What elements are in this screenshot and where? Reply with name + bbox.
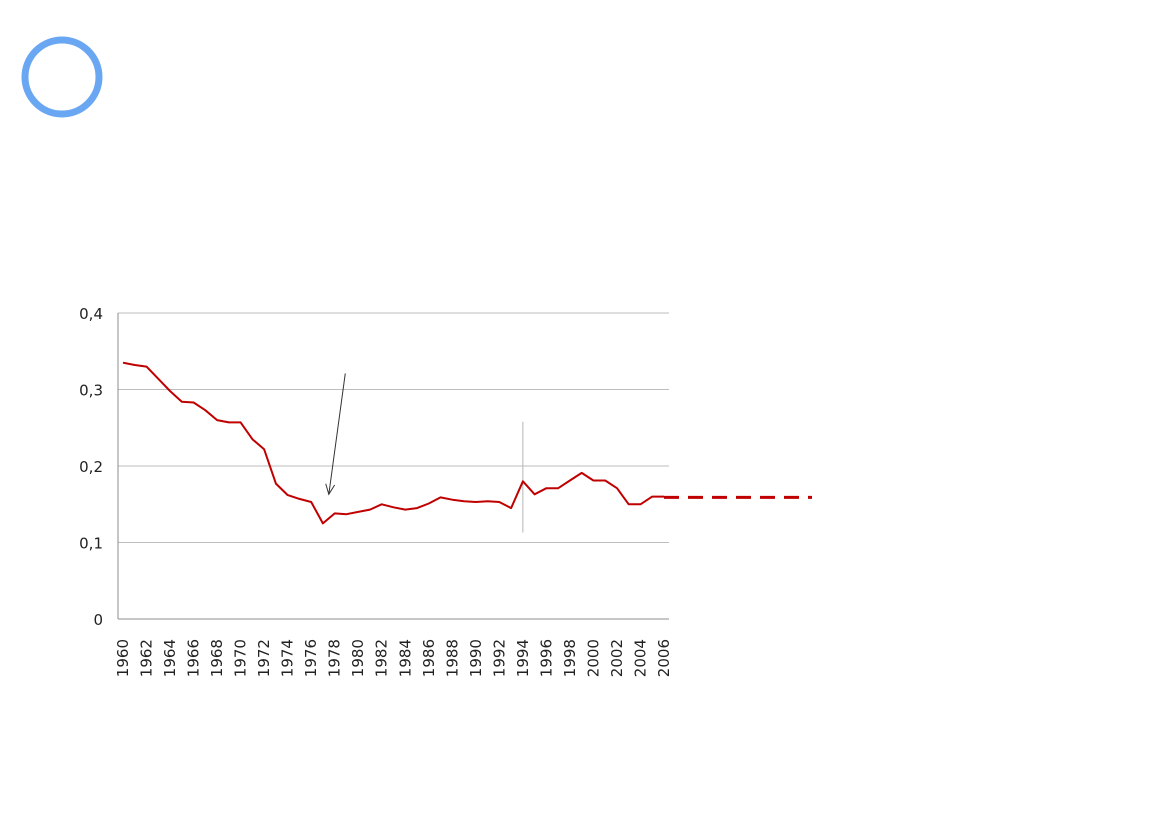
x-tick-label: 1972: [255, 639, 273, 677]
x-tick-label: 1984: [396, 639, 414, 677]
x-tick-label: 1996: [537, 639, 555, 677]
chart-annotations: [325, 373, 524, 533]
x-tick-label: 1982: [373, 639, 391, 677]
x-tick-label: 1976: [302, 639, 320, 677]
series-group: [122, 361, 812, 525]
x-tick-label: 1992: [490, 639, 508, 677]
x-tick-label: 2000: [584, 639, 602, 677]
x-tick-label: 1986: [420, 639, 438, 677]
x-tick-label: 1994: [514, 639, 532, 677]
decorative-circle-icon: [21, 36, 103, 118]
x-tick-label: 1966: [185, 639, 203, 677]
y-tick-label: 0,2: [79, 458, 103, 476]
x-tick-label: 1990: [467, 639, 485, 677]
x-tick-label: 2002: [608, 639, 626, 677]
x-tick-label: 2004: [631, 639, 649, 677]
y-tick-label: 0,4: [79, 305, 103, 323]
series-line: [122, 361, 664, 525]
x-tick-label: 1962: [138, 639, 156, 677]
y-tick-label: 0: [93, 611, 103, 629]
x-tick-labels: 1960 1962 1964 1966 1968 1970 1972 1974 1976 1978…: [114, 639, 673, 677]
x-tick-label: 1978: [326, 639, 344, 677]
y-tick-labels: 0 0,1 0,2 0,3 0,4: [79, 305, 103, 629]
x-tick-label: 1980: [349, 639, 367, 677]
x-tick-label: 1960: [114, 639, 132, 677]
x-tick-label: 1968: [208, 639, 226, 677]
line-chart: 00,10,20,30,4 1960 1962 1964 1966 1968 1970 19…: [79, 305, 812, 677]
y-tick-label: 0,3: [79, 382, 103, 400]
x-tick-label: 1974: [279, 639, 297, 677]
x-tick-label: 2006: [655, 639, 673, 677]
x-tick-label: 1970: [232, 639, 250, 677]
x-tick-label: 1964: [161, 639, 179, 677]
annotation-arrow-line: [328, 373, 346, 495]
y-tick-label: 0,1: [79, 535, 103, 553]
x-tick-label: 1998: [561, 639, 579, 677]
grid-lines: [118, 312, 669, 620]
annotation-arrow-head: [325, 483, 336, 496]
x-tick-label: 1988: [443, 639, 461, 677]
